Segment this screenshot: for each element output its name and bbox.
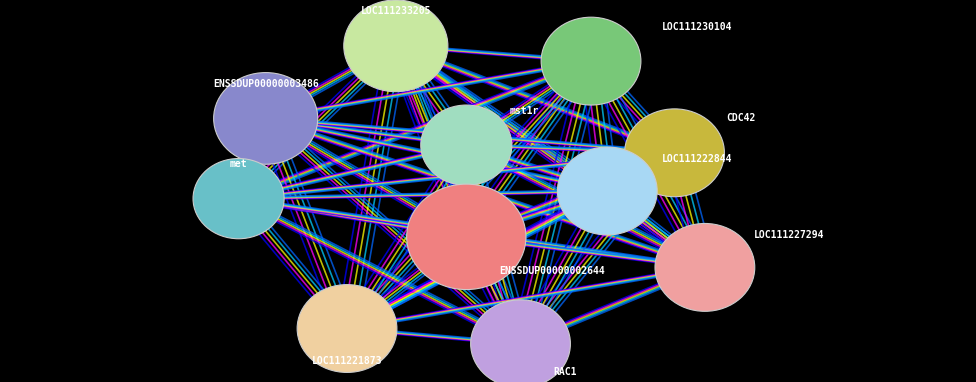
Text: ENSSDUP00000003486: ENSSDUP00000003486 [213, 79, 318, 89]
Ellipse shape [407, 184, 526, 290]
Text: LOC111227294: LOC111227294 [753, 230, 824, 240]
Ellipse shape [344, 0, 448, 92]
Text: LOC111222844: LOC111222844 [662, 154, 732, 163]
Ellipse shape [557, 147, 657, 235]
Ellipse shape [297, 285, 397, 372]
Ellipse shape [193, 159, 284, 239]
Ellipse shape [541, 17, 641, 105]
Text: RAC1: RAC1 [553, 367, 577, 377]
Ellipse shape [214, 73, 318, 164]
Text: LOC111233205: LOC111233205 [360, 6, 431, 16]
Text: LOC111221873: LOC111221873 [311, 356, 383, 366]
Ellipse shape [655, 223, 754, 311]
Ellipse shape [421, 105, 511, 185]
Text: ENSSDUP00000002644: ENSSDUP00000002644 [499, 266, 604, 276]
Text: CDC42: CDC42 [726, 113, 756, 123]
Text: LOC111230104: LOC111230104 [662, 22, 732, 32]
Ellipse shape [470, 300, 570, 382]
Ellipse shape [625, 109, 724, 197]
Text: met: met [229, 159, 247, 169]
Text: mst1r: mst1r [509, 106, 539, 116]
